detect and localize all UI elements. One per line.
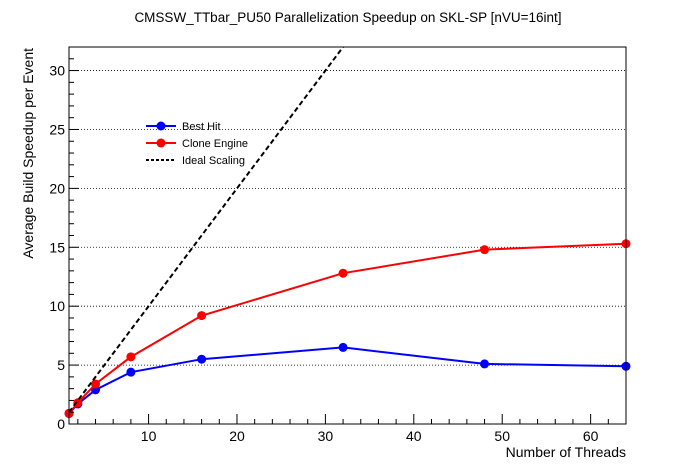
legend-label: Ideal Scaling [182, 155, 245, 167]
x-tick-label-10: 10 [141, 428, 157, 444]
x-tick-label-60: 60 [583, 428, 599, 444]
data-point [197, 311, 207, 321]
y-tick-label-20: 20 [49, 180, 65, 196]
x-axis-label: Number of Threads [506, 444, 626, 460]
y-tick-label-5: 5 [57, 357, 65, 373]
y-tick-label-0: 0 [57, 416, 65, 432]
y-axis-label: Average Build Speedup per Event [20, 48, 36, 259]
chart-title: CMSSW_TTbar_PU50 Parallelization Speedup… [134, 10, 561, 25]
legend-item-best-hit: Best Hit [146, 121, 221, 133]
legend-marker [156, 121, 166, 131]
data-point [126, 367, 136, 377]
data-point [338, 268, 348, 278]
y-tick-label-15: 15 [49, 239, 65, 255]
data-point [197, 354, 207, 364]
legend-label: Clone Engine [182, 138, 248, 150]
data-point [126, 352, 136, 362]
data-point [338, 342, 348, 352]
legend-item-ideal-scaling: Ideal Scaling [146, 155, 245, 167]
x-tick-label-50: 50 [494, 428, 510, 444]
data-point [91, 379, 101, 389]
axes-layer: 0 5 10 15 20 25 30 10 20 30 40 50 60 [49, 58, 609, 444]
ideal-scaling-line [68, 46, 344, 413]
legend: Best Hit Clone Engine Ideal Scaling [146, 121, 248, 167]
x-tick-label-40: 40 [406, 428, 422, 444]
legend-label: Best Hit [182, 121, 221, 133]
y-tick-label-10: 10 [49, 298, 65, 314]
data-point [480, 359, 490, 369]
legend-marker [156, 138, 166, 148]
x-tick-label-30: 30 [318, 428, 334, 444]
series-layer [64, 46, 631, 418]
x-tick-label-20: 20 [229, 428, 245, 444]
y-tick-label-30: 30 [49, 63, 65, 79]
y-tick-label-25: 25 [49, 121, 65, 137]
data-point [480, 245, 490, 255]
series-ideal-scaling [68, 46, 344, 413]
legend-item-clone-engine: Clone Engine [146, 138, 248, 150]
